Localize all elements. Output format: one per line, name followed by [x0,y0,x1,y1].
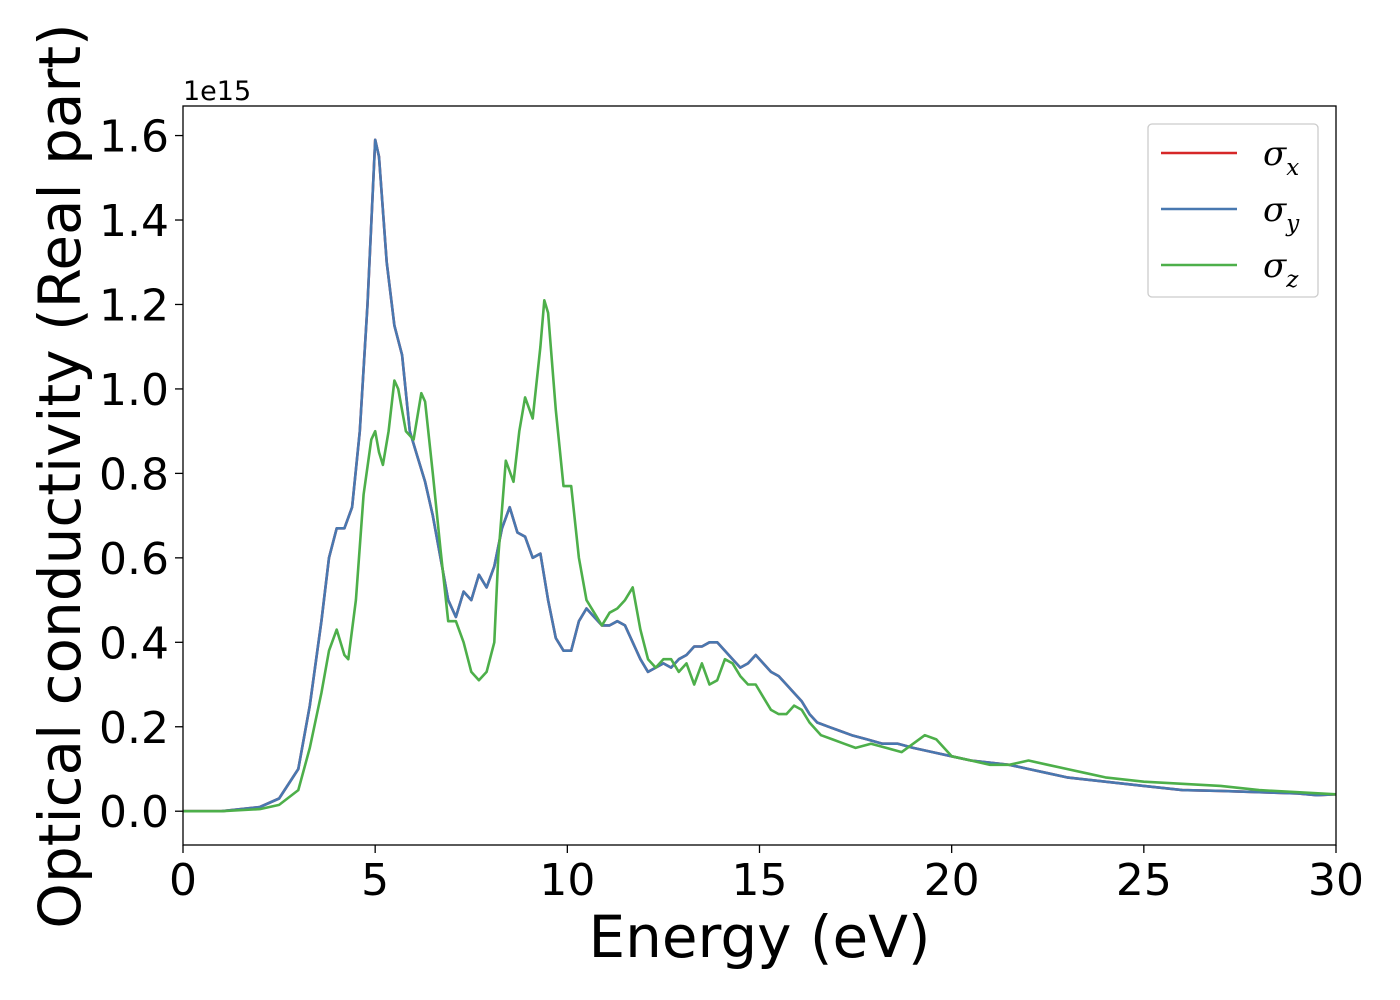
legend-symbol: σ [1263,246,1287,286]
y-tick-label: 0.0 [99,787,169,838]
legend-label-z: σz [1263,246,1299,293]
legend-subscript: z [1285,267,1299,293]
x-axis-label: Energy (eV) [588,903,930,971]
y-tick-label: 1.0 [99,365,169,416]
y-tick-label: 0.2 [99,703,169,754]
x-tick-label: 30 [1308,855,1364,906]
y-offset-label: 1e15 [183,76,251,107]
legend-subscript: x [1286,155,1299,181]
y-tick-label: 0.6 [99,534,169,585]
y-tick-label: 1.2 [99,280,169,331]
y-axis: 0.0 0.2 0.4 0.6 0.8 1.0 1.2 1.4 1.6 [99,112,183,838]
y-tick-label: 0.8 [99,449,169,500]
legend-symbol: σ [1263,190,1287,230]
x-tick-label: 20 [924,855,980,906]
series-line-z [183,299,1336,813]
y-tick-label: 0.4 [99,618,169,669]
x-tick-label: 0 [169,855,197,906]
y-tick-label: 1.6 [99,112,169,163]
x-tick-label: 5 [361,855,389,906]
series-line-y [183,138,1336,813]
legend-subscript: y [1285,211,1300,237]
legend-label-y: σy [1263,190,1300,237]
x-tick-label: 10 [539,855,595,906]
x-axis: 0 5 10 15 20 25 30 [169,845,1364,906]
y-tick-label: 1.4 [99,196,169,247]
x-tick-label: 15 [732,855,788,906]
legend-box [1147,123,1319,298]
y-axis-label: Optical conductivity (Real part) [26,23,94,928]
x-tick-label: 25 [1116,855,1172,906]
series-layer [183,138,1336,813]
legend-symbol: σ [1263,134,1287,174]
legend-label-x: σx [1263,134,1299,181]
